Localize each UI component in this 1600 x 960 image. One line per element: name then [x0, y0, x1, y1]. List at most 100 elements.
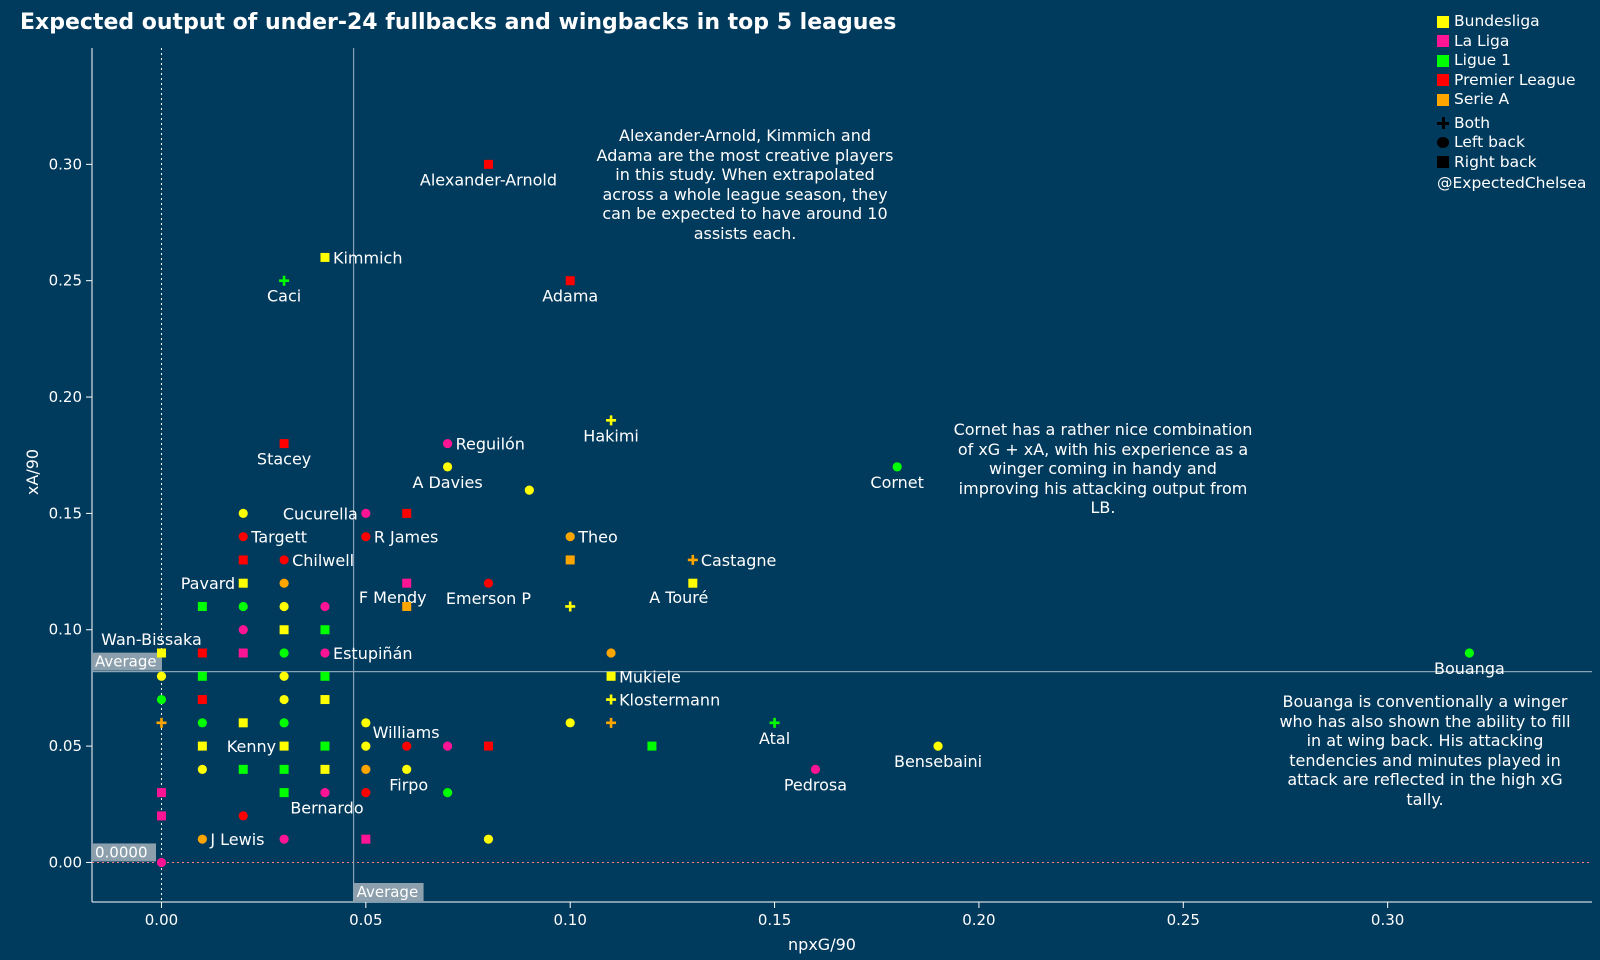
point-label: Emerson P: [446, 589, 531, 608]
data-point: [197, 834, 207, 844]
data-point: [442, 438, 453, 449]
data-point: [197, 741, 207, 751]
data-point: [606, 694, 617, 705]
point-label: Cornet: [870, 473, 924, 492]
data-point: [238, 648, 248, 658]
legend-item-serie-a[interactable]: Serie A: [1437, 90, 1586, 110]
data-point: [361, 741, 371, 751]
y-average-badge: Average: [95, 653, 157, 671]
y-tick-label: 0.30: [49, 155, 82, 173]
data-point: [279, 601, 289, 612]
legend-item-bundesliga[interactable]: Bundesliga: [1437, 12, 1586, 32]
y-tick-label: 0.10: [49, 621, 82, 639]
data-point: [933, 741, 943, 751]
point-label: Williams: [373, 723, 440, 742]
data-point: [279, 439, 289, 449]
data-point: [810, 764, 821, 774]
point-label: Caci: [267, 287, 301, 306]
data-point: [238, 811, 248, 821]
point-label: Kenny: [227, 737, 276, 756]
point-label: Klostermann: [619, 691, 720, 710]
data-point: [361, 532, 371, 542]
data-point: [402, 508, 412, 518]
data-point: [687, 554, 698, 565]
x-tick-label: 0.25: [1167, 911, 1200, 929]
bundesliga-swatch-icon: [1437, 15, 1449, 28]
data-point: [442, 788, 453, 798]
data-point: [361, 508, 371, 518]
data-point: [892, 462, 902, 472]
legend-item-premier-league[interactable]: Premier League: [1437, 71, 1586, 91]
square-icon: [1437, 156, 1449, 169]
legend-item-left-back[interactable]: Left back: [1437, 133, 1586, 153]
legend-item-right-back[interactable]: Right back: [1437, 153, 1586, 173]
data-point: [279, 764, 289, 774]
y-tick-label: 0.20: [49, 388, 82, 406]
y-tick-label: 0.05: [49, 737, 82, 755]
data-point: [197, 671, 207, 681]
legend-item-la-liga[interactable]: La Liga: [1437, 32, 1586, 52]
chart-title: Expected output of under-24 fullbacks an…: [20, 10, 897, 35]
data-point: [238, 764, 248, 774]
point-label: Mukiele: [619, 667, 681, 686]
data-point: [402, 601, 412, 611]
data-point: [279, 834, 289, 844]
point-label: Chilwell: [292, 551, 354, 570]
data-point: [238, 625, 248, 635]
data-point: [565, 601, 576, 612]
x-average-badge: Average: [357, 883, 419, 901]
data-point: [483, 741, 493, 751]
data-point: [279, 648, 289, 658]
point-label: Targett: [250, 528, 307, 547]
point-label: Atal: [759, 729, 790, 748]
y-average-badge-bg: [92, 652, 162, 671]
legend-label: Serie A: [1454, 90, 1510, 108]
data-point: [156, 717, 167, 728]
data-point: [197, 718, 207, 728]
data-point: [320, 625, 330, 635]
legend-label: Left back: [1454, 133, 1525, 151]
data-point: [565, 555, 575, 565]
legend-item-ligue-1[interactable]: Ligue 1: [1437, 51, 1586, 71]
data-point: [688, 578, 698, 588]
data-point: [606, 717, 617, 728]
data-point: [606, 648, 616, 658]
data-point: [402, 764, 412, 774]
data-point: [320, 252, 330, 262]
point-label: Bouanga: [1434, 659, 1505, 678]
y-zero-badge-bg: [92, 843, 156, 862]
data-point: [361, 834, 371, 844]
legend-label: Premier League: [1454, 70, 1576, 89]
annotation-bouanga: Bouanga is conventionally a winger who h…: [1279, 692, 1571, 809]
point-label: Pedrosa: [784, 775, 847, 794]
data-point: [279, 275, 290, 286]
data-point: [565, 718, 575, 728]
data-point: [238, 578, 248, 588]
point-label: Pavard: [181, 574, 235, 593]
data-point: [156, 788, 166, 798]
y-zero-badge: 0.0000: [95, 843, 148, 861]
legend-label: Ligue 1: [1454, 51, 1511, 69]
data-point: [279, 788, 289, 798]
point-label: Stacey: [257, 450, 311, 469]
data-point: [606, 671, 616, 681]
point-label: Wan-Bissaka: [101, 630, 202, 649]
x-tick-label: 0.20: [962, 911, 995, 929]
y-tick-label: 0.00: [49, 853, 82, 871]
data-point: [1464, 648, 1474, 658]
data-point: [442, 741, 453, 751]
legend-label: Right back: [1454, 152, 1537, 171]
data-point: [361, 764, 371, 774]
data-point: [238, 555, 248, 565]
data-point: [320, 671, 330, 681]
ligue-1-swatch-icon: [1437, 54, 1449, 67]
data-point: [320, 741, 330, 751]
data-point: [361, 788, 371, 798]
data-point: [483, 578, 494, 588]
data-point: [320, 788, 330, 798]
data-point: [238, 508, 248, 518]
legend-item-both[interactable]: Both: [1437, 114, 1586, 134]
legend-label: La Liga: [1454, 31, 1510, 50]
data-point: [156, 857, 167, 868]
